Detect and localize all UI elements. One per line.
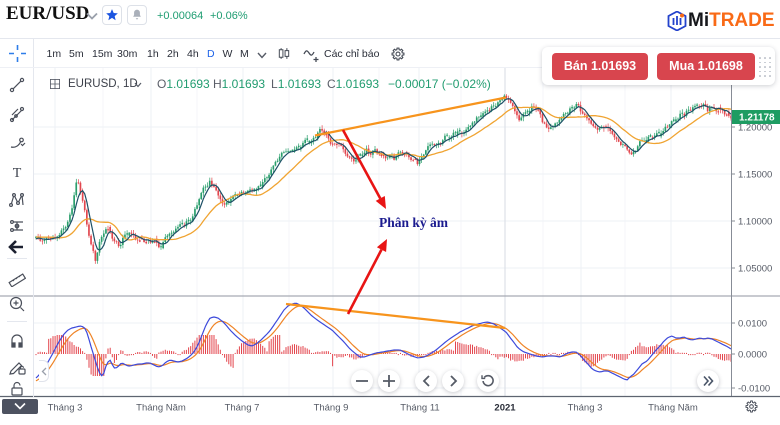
svg-text:Tháng Năm: Tháng Năm — [648, 403, 698, 414]
svg-text:Tháng 9: Tháng 9 — [314, 403, 349, 414]
svg-text:T: T — [13, 166, 22, 181]
svg-text:0.0100: 0.0100 — [738, 319, 767, 330]
svg-text:1.15000: 1.15000 — [738, 170, 772, 181]
svg-text:1.21178: 1.21178 — [739, 113, 775, 124]
svg-text:1.10000: 1.10000 — [738, 217, 772, 228]
svg-text:0.0000: 0.0000 — [738, 350, 767, 361]
svg-text:Tháng 11: Tháng 11 — [400, 403, 439, 414]
svg-text:2021: 2021 — [494, 403, 516, 414]
svg-text:-0.0100: -0.0100 — [738, 384, 770, 395]
svg-text:Phân kỳ âm: Phân kỳ âm — [379, 215, 449, 230]
svg-text:Tháng Năm: Tháng Năm — [136, 403, 186, 414]
svg-text:Tháng 7: Tháng 7 — [225, 403, 260, 414]
svg-text:Tháng 3: Tháng 3 — [568, 403, 603, 414]
svg-text:1.20000: 1.20000 — [738, 123, 772, 134]
svg-text:1.05000: 1.05000 — [738, 264, 772, 275]
svg-text:Tháng 3: Tháng 3 — [48, 403, 83, 414]
